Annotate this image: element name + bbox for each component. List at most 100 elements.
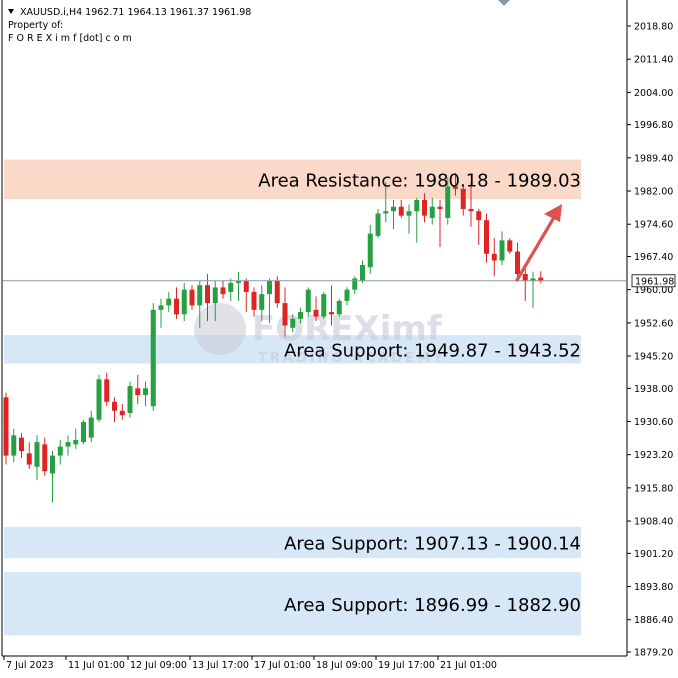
candle-body-64 <box>499 240 505 261</box>
candle-body-11 <box>88 417 94 438</box>
candle-22 <box>174 287 179 319</box>
candles-layer <box>3 173 544 503</box>
candle-26 <box>205 273 210 322</box>
candle-52 <box>406 204 412 234</box>
shift-marker-icon[interactable] <box>498 0 510 6</box>
candle-9 <box>73 428 79 449</box>
candle-body-68 <box>530 278 536 281</box>
candle-body-4 <box>34 442 40 467</box>
candle-37 <box>290 314 296 333</box>
candle-body-31 <box>243 280 249 292</box>
candle-58 <box>453 173 458 196</box>
candle-66 <box>515 242 520 279</box>
candle-body-47 <box>367 233 373 268</box>
x-tick-label-7: 21 Jul 01:00 <box>440 660 497 671</box>
x-tick-label-2: 12 Jul 09:00 <box>130 660 187 671</box>
x-tick-label-6: 19 Jul 17:00 <box>378 660 435 671</box>
support-zone-1[interactable] <box>4 335 581 364</box>
candle-body-48 <box>375 213 381 236</box>
symbol-info: XAUUSD.i,H4 1962.71 1964.13 1961.37 1961… <box>20 7 251 18</box>
candle-61 <box>476 208 482 245</box>
price-axis: 2018.80 2011.40 2004.00 1996.80 1989.40 1982.… <box>627 22 676 659</box>
zones-layer <box>4 159 581 636</box>
candle-body-39 <box>305 289 311 313</box>
candle-57 <box>445 177 451 225</box>
y-tick-label-14: 1915.80 <box>634 483 673 494</box>
candle-body-69 <box>538 277 544 281</box>
current-price-tag <box>631 274 676 288</box>
candle-17 <box>135 374 141 405</box>
candle-55 <box>429 197 435 225</box>
y-tick-label-5: 1982.00 <box>634 187 673 198</box>
candle-body-63 <box>491 253 497 261</box>
candle-body-21 <box>166 298 172 306</box>
candle-64 <box>499 231 505 266</box>
candle-body-13 <box>104 379 110 402</box>
candle-body-9 <box>73 439 79 445</box>
candle-33 <box>259 285 265 322</box>
candle-51 <box>398 199 404 218</box>
candle-body-18 <box>143 388 148 396</box>
support-zone-2[interactable] <box>4 526 581 559</box>
candle-60 <box>468 182 474 227</box>
candle-body-67 <box>522 273 528 281</box>
candle-body-8 <box>65 442 71 447</box>
candle-18 <box>143 381 148 407</box>
candle-15 <box>119 404 125 420</box>
dropdown-triangle-icon[interactable] <box>8 9 14 14</box>
candle-body-42 <box>329 312 334 315</box>
y-tick-label-18: 1886.40 <box>634 615 673 626</box>
candle-body-25 <box>197 285 203 306</box>
candle-body-62 <box>484 220 489 254</box>
owner-label: F O R E X i m f [dot] c o m <box>8 33 132 44</box>
candle-body-65 <box>507 240 513 252</box>
candle-35 <box>274 276 280 308</box>
candle-body-45 <box>352 278 358 290</box>
support-zone-label-3: Area Support: 1896.99 - 1882.90 <box>284 595 581 616</box>
y-tick-label-3: 1996.80 <box>634 120 673 131</box>
candle-34 <box>267 278 272 324</box>
candle-body-23 <box>181 289 187 315</box>
candle-body-20 <box>158 305 164 310</box>
candle-38 <box>298 307 303 324</box>
candle-46 <box>360 260 365 283</box>
candle-body-2 <box>19 437 24 452</box>
y-tick-label-0: 2018.80 <box>634 22 673 33</box>
candle-body-22 <box>174 298 179 315</box>
y-tick-label-6: 1974.60 <box>634 220 673 231</box>
watermark-logo-icon <box>194 303 246 355</box>
candle-56 <box>437 199 443 248</box>
x-tick-label-0: 7 Jul 2023 <box>6 660 54 671</box>
candle-6 <box>50 451 55 503</box>
resistance-zone-0[interactable] <box>4 159 581 200</box>
candle-body-61 <box>476 211 482 221</box>
candle-3 <box>26 442 32 470</box>
chart-header: XAUUSD.i,H4 1962.71 1964.13 1961.37 1961… <box>8 7 251 44</box>
candle-body-0 <box>3 397 9 456</box>
candle-body-14 <box>112 401 117 411</box>
candle-62 <box>484 213 489 263</box>
candle-5 <box>42 437 48 476</box>
x-tick-label-1: 11 Jul 01:00 <box>68 660 125 671</box>
candle-10 <box>81 419 86 445</box>
support-zone-3[interactable] <box>4 572 581 636</box>
candle-4 <box>34 435 40 481</box>
candle-67 <box>522 267 528 301</box>
candle-body-28 <box>220 287 226 295</box>
candle-59 <box>460 184 466 216</box>
candle-body-3 <box>26 453 32 465</box>
candle-28 <box>220 280 226 299</box>
candle-12 <box>96 374 102 422</box>
candle-body-46 <box>360 265 365 281</box>
candle-body-57 <box>445 186 451 218</box>
candle-body-37 <box>290 318 296 328</box>
candle-body-44 <box>344 289 350 301</box>
candle-8 <box>65 435 71 456</box>
candle-36 <box>282 287 288 337</box>
candle-body-16 <box>127 386 133 413</box>
candle-1 <box>11 428 17 463</box>
candle-body-53 <box>414 199 420 212</box>
support-zone-label-2: Area Support: 1907.13 - 1900.14 <box>284 533 581 554</box>
candle-body-24 <box>189 289 195 306</box>
